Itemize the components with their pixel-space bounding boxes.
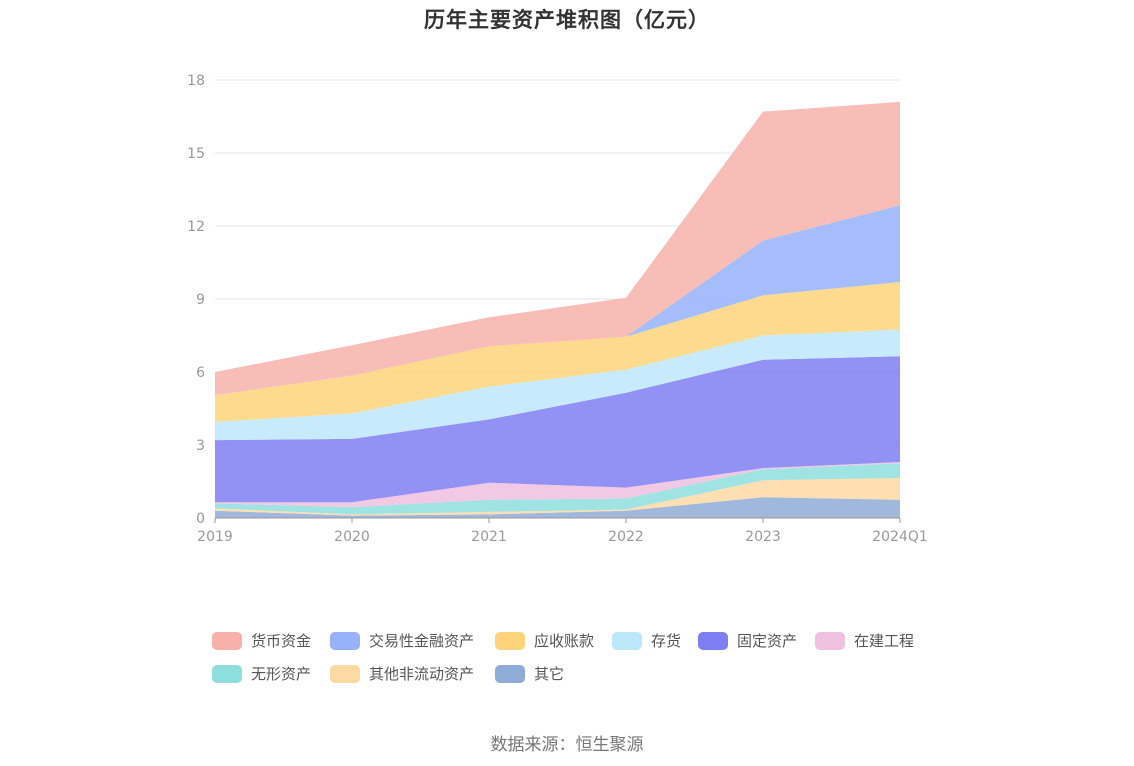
legend-item[interactable]: 在建工程 [815,630,914,651]
legend-label: 应收账款 [534,632,595,650]
legend-swatch [612,631,642,650]
area-series-2[interactable] [215,463,900,515]
x-tick-labels: 2019 2020 2021 2022 2023 2024Q1 [197,529,928,545]
legend-swatch [495,664,525,683]
y-tick-label: 18 [187,73,205,89]
legend-label: 在建工程 [854,632,915,650]
legend-swatch [698,631,728,650]
area-series-3[interactable] [215,462,900,508]
legend-label: 交易性金融资产 [369,632,475,650]
legend-label: 存货 [651,632,682,650]
x-tick-label: 2022 [608,529,644,545]
y-tick-label: 0 [196,511,205,527]
chart-title: 历年主要资产堆积图（亿元） [424,8,710,32]
legend-swatch [212,631,242,650]
legend-label: 固定资产 [737,632,798,650]
legend-label: 无形资产 [251,665,312,683]
y-tick-label: 9 [196,292,205,308]
area-series-4[interactable] [215,356,900,503]
x-tick-label: 2019 [197,529,233,545]
legend-swatch [330,631,360,650]
y-tick-label: 6 [196,365,205,381]
area-series-1[interactable] [215,477,900,516]
legend-swatch [495,631,525,650]
legend-item[interactable]: 其它 [495,663,564,684]
x-tick-label: 2021 [471,529,507,545]
area-series-6[interactable] [215,282,900,422]
y-tick-labels: 0 3 6 9 12 15 18 [187,73,205,527]
y-tick-label: 3 [196,438,205,454]
x-tick-label: 2020 [334,529,370,545]
legend-swatch [212,664,242,683]
legend-label: 其他非流动资产 [369,665,475,683]
legend-item[interactable]: 其他非流动资产 [330,663,474,684]
legend-item[interactable]: 固定资产 [698,630,797,651]
x-tick-label: 2023 [745,529,781,545]
y-tick-label: 15 [187,146,205,162]
data-source-note: 数据来源：恒生聚源 [490,735,644,755]
legend-swatch [815,631,845,650]
legend-swatch [330,664,360,683]
area-series-8[interactable] [215,101,900,396]
legend-label: 货币资金 [251,632,312,650]
legend-item[interactable]: 货币资金 [212,630,311,651]
y-tick-label: 12 [187,219,205,235]
legend-item[interactable]: 存货 [612,630,681,651]
legend-item[interactable]: 无形资产 [212,663,311,684]
area-series-0[interactable] [215,497,900,518]
legend-item[interactable]: 应收账款 [495,630,594,651]
x-axis [214,517,901,523]
legend-item[interactable]: 交易性金融资产 [330,630,474,651]
area-series-7[interactable] [215,205,900,396]
area-series-5[interactable] [215,329,900,441]
x-tick-label: 2024Q1 [872,529,928,545]
area-series [215,101,900,518]
legend-label: 其它 [534,665,565,683]
